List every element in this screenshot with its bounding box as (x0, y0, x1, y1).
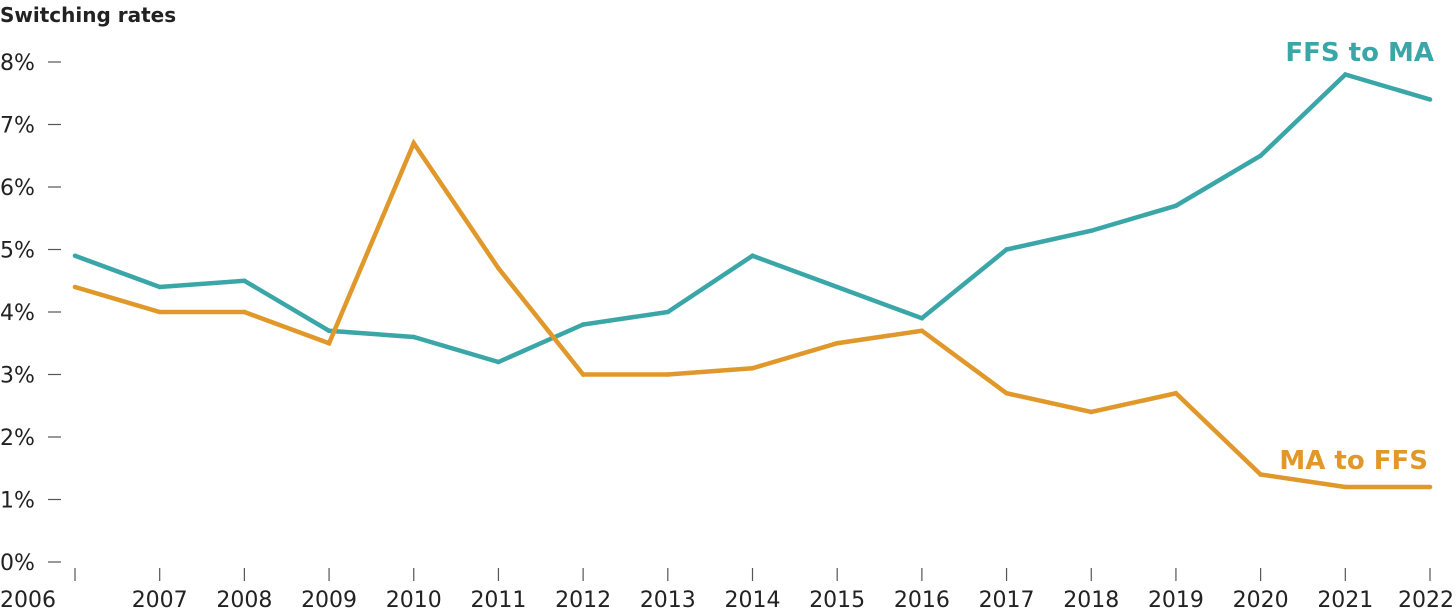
x-tick-label: 2018 (1063, 588, 1119, 608)
series-layer (72, 71, 1433, 490)
data-point-ffs-to-ma (1004, 247, 1009, 252)
data-point-ma-to-ffs (1173, 390, 1179, 396)
data-point-ffs-to-ma (1427, 97, 1433, 102)
y-tick-label: 6% (0, 176, 35, 201)
data-point-ffs-to-ma (834, 284, 840, 290)
data-point-ffs-to-ma (242, 278, 247, 284)
data-point-ma-to-ffs (72, 284, 78, 290)
data-point-ma-to-ffs (665, 372, 671, 377)
x-tick-label: 2019 (1148, 588, 1204, 608)
x-tick-label: 2017 (979, 588, 1035, 608)
data-point-ffs-to-ma (580, 322, 586, 327)
data-point-ma-to-ffs (834, 340, 840, 346)
data-point-ma-to-ffs (157, 309, 162, 315)
data-point-ma-to-ffs (1427, 484, 1433, 490)
data-point-ma-to-ffs (1088, 409, 1094, 415)
x-tick-label: 2021 (1317, 588, 1373, 608)
data-point-ffs-to-ma (157, 284, 162, 290)
x-tick-label: 2016 (894, 588, 950, 608)
data-point-ffs-to-ma (665, 309, 671, 315)
data-point-ma-to-ffs (496, 265, 501, 271)
y-axis: 0% 1% 2% 3% 4% 5% 6% 7% 8% (0, 51, 61, 576)
x-tick-label: 2013 (640, 588, 696, 608)
data-point-ffs-to-ma (1173, 203, 1179, 209)
data-point-ffs-to-ma (1343, 72, 1348, 77)
data-point-ffs-to-ma (750, 253, 755, 259)
y-tick-label: 1% (0, 489, 35, 514)
data-point-ma-to-ffs (411, 140, 417, 146)
data-point-ffs-to-ma (411, 334, 417, 340)
series-line-ffs-to-ma (74, 71, 1431, 365)
data-point-ffs-to-ma (72, 253, 78, 259)
data-point-ffs-to-ma (326, 328, 332, 334)
x-tick-label: 2009 (301, 588, 357, 608)
y-tick-label: 0% (0, 551, 35, 576)
series-label-ffs-to-ma: FFS to MA (1285, 38, 1434, 68)
series-label-layer: FFS to MA MA to FFS (1279, 38, 1434, 476)
data-point-ma-to-ffs (580, 372, 586, 377)
x-tick-label: 2014 (725, 588, 781, 608)
data-point-ma-to-ffs (242, 309, 247, 315)
data-point-ffs-to-ma (919, 315, 925, 321)
series-line-ma-to-ffs (74, 138, 1430, 490)
x-tick-label: 2015 (809, 588, 865, 608)
data-point-ffs-to-ma (1088, 228, 1094, 234)
y-tick-label: 4% (0, 301, 35, 326)
y-tick-label: 7% (0, 114, 35, 139)
x-tick-label: 2006 (0, 588, 56, 608)
data-point-ffs-to-ma (496, 359, 501, 365)
x-tick-label: 2010 (386, 588, 442, 608)
data-point-ffs-to-ma (1258, 153, 1263, 159)
x-tick-label: 2007 (132, 588, 188, 608)
data-point-ma-to-ffs (1343, 484, 1348, 490)
series-label-ma-to-ffs: MA to FFS (1279, 446, 1428, 476)
x-tick-label: 2011 (470, 588, 526, 608)
data-point-ma-to-ffs (919, 328, 925, 334)
x-axis: 2006 2007 2008 2009 2010 2011 2012 2013 2014 2015… (0, 568, 1454, 608)
y-tick-label: 8% (0, 51, 35, 76)
chart-title: Switching rates (0, 3, 176, 27)
y-tick-label: 2% (0, 426, 35, 451)
y-tick-label: 5% (0, 239, 35, 264)
x-tick-label: 2008 (216, 588, 272, 608)
data-point-ma-to-ffs (750, 365, 755, 371)
y-tick-label: 3% (0, 364, 35, 389)
data-point-ma-to-ffs (1258, 472, 1263, 477)
data-point-ma-to-ffs (1004, 390, 1009, 396)
x-tick-label: 2022 (1398, 588, 1454, 608)
data-point-ma-to-ffs (326, 340, 332, 346)
x-tick-label: 2020 (1233, 588, 1289, 608)
x-tick-label: 2012 (555, 588, 611, 608)
